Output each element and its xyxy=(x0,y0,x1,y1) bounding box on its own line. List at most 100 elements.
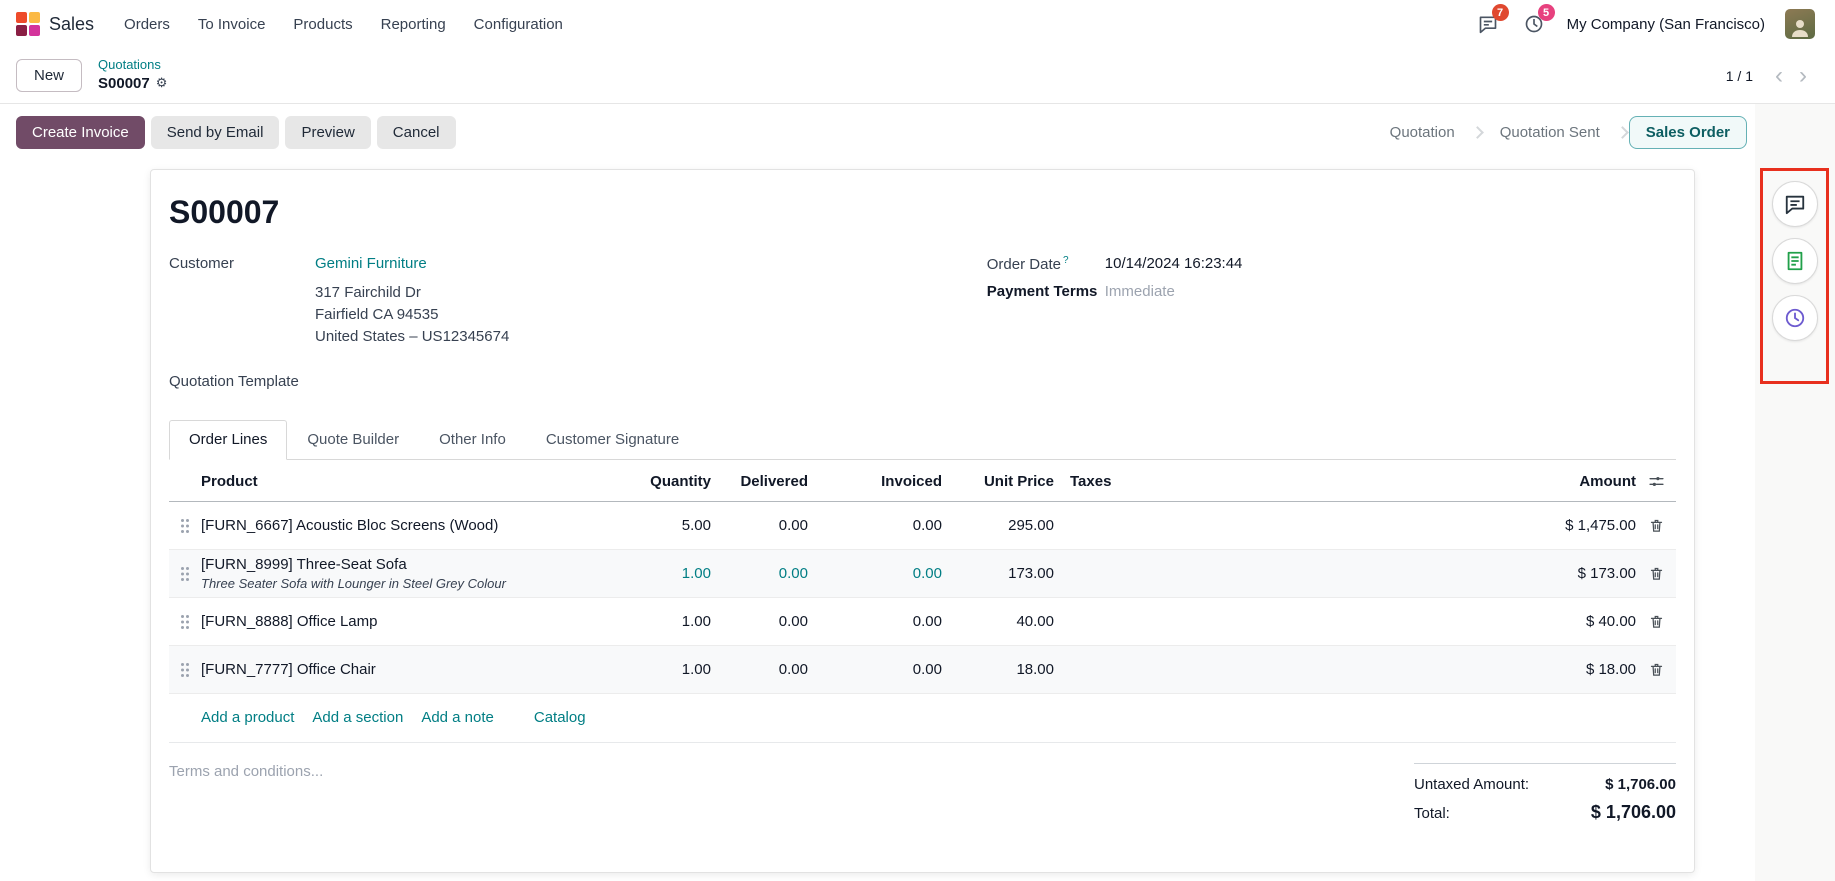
odoo-logo-icon[interactable] xyxy=(16,12,40,36)
add-note-link[interactable]: Add a note xyxy=(421,709,494,727)
delete-row-icon[interactable] xyxy=(1636,566,1676,581)
menu-to-invoice[interactable]: To Invoice xyxy=(197,15,266,33)
table-row[interactable]: [FURN_6667] Acoustic Bloc Screens (Wood)… xyxy=(169,502,1676,551)
invoiced-cell[interactable]: 0.00 xyxy=(912,661,942,679)
log-note-icon[interactable] xyxy=(1771,238,1818,284)
header-product[interactable]: Product xyxy=(201,473,258,491)
tab-other-info[interactable]: Other Info xyxy=(439,431,506,449)
payment-terms-label: Payment Terms xyxy=(986,283,1098,300)
activities-icon[interactable]: 5 xyxy=(1521,4,1555,37)
order-date-value[interactable]: 10/14/2024 16:23:44 xyxy=(1104,255,1243,272)
header-delivered[interactable]: Delivered xyxy=(740,473,808,491)
user-avatar[interactable] xyxy=(1785,9,1815,39)
record-pager: 1 / 1 ‹ › xyxy=(1726,63,1815,88)
drag-handle-icon[interactable] xyxy=(169,662,201,678)
payment-terms-value[interactable]: Immediate xyxy=(1104,283,1175,300)
quantity-cell[interactable]: 1.00 xyxy=(681,613,711,631)
customer-address: 317 Fairchild Dr Fairfield CA 94535 Unit… xyxy=(315,284,510,345)
amount-cell: $ 173.00 xyxy=(1577,565,1636,583)
pager-prev-icon[interactable]: ‹ xyxy=(1767,63,1791,88)
terms-and-conditions-input[interactable]: Terms and conditions... xyxy=(169,763,324,781)
breadcrumb: Quotations S00007 ⚙ xyxy=(98,57,167,93)
activities-clock-icon[interactable] xyxy=(1771,295,1818,341)
delivered-cell[interactable]: 0.00 xyxy=(778,517,808,535)
unit-price-cell[interactable]: 173.00 xyxy=(1008,565,1054,583)
menu-reporting[interactable]: Reporting xyxy=(380,15,446,33)
new-button[interactable]: New xyxy=(16,59,83,92)
control-panel: New Quotations S00007 ⚙ 1 / 1 ‹ › xyxy=(0,48,1835,104)
activities-badge: 5 xyxy=(1537,4,1555,21)
untaxed-amount-value: $ 1,706.00 xyxy=(1605,776,1676,794)
order-form-sheet: S00007 Customer Gemini Furniture 317 Fai… xyxy=(150,169,1695,874)
quantity-cell[interactable]: 1.00 xyxy=(681,661,711,679)
totals-block: Untaxed Amount: $ 1,706.00 Total: $ 1,70… xyxy=(1414,763,1676,832)
pager-next-icon[interactable]: › xyxy=(1791,63,1815,88)
status-sales-order[interactable]: Sales Order xyxy=(1628,116,1747,149)
invoiced-cell[interactable]: 0.00 xyxy=(912,517,942,535)
total-value: $ 1,706.00 xyxy=(1590,802,1676,823)
product-cell[interactable]: [FURN_7777] Office Chair xyxy=(201,661,376,679)
delete-row-icon[interactable] xyxy=(1636,662,1676,677)
add-product-link[interactable]: Add a product xyxy=(201,709,295,727)
menu-orders[interactable]: Orders xyxy=(124,15,170,33)
menu-products[interactable]: Products xyxy=(293,15,353,33)
quotation-template-field[interactable]: Quotation Template xyxy=(169,373,299,391)
header-invoiced[interactable]: Invoiced xyxy=(881,473,942,491)
delivered-cell[interactable]: 0.00 xyxy=(778,661,808,679)
status-separator-icon xyxy=(1470,126,1484,139)
preview-button[interactable]: Preview xyxy=(285,116,371,149)
unit-price-cell[interactable]: 18.00 xyxy=(1016,661,1054,679)
messages-icon[interactable]: 7 xyxy=(1475,4,1509,37)
tab-customer-signature[interactable]: Customer Signature xyxy=(545,431,680,449)
header-amount[interactable]: Amount xyxy=(1579,473,1636,491)
product-cell[interactable]: [FURN_8888] Office Lamp xyxy=(201,613,378,631)
amount-cell: $ 40.00 xyxy=(1585,613,1636,631)
unit-price-cell[interactable]: 40.00 xyxy=(1016,613,1054,631)
status-separator-icon xyxy=(1615,126,1629,139)
actions-gear-icon[interactable]: ⚙ xyxy=(155,75,168,91)
company-switcher[interactable]: My Company (San Francisco) xyxy=(1566,15,1765,33)
menu-configuration[interactable]: Configuration xyxy=(473,15,563,33)
table-row[interactable]: [FURN_8888] Office Lamp 1.00 0.00 0.00 4… xyxy=(169,598,1676,647)
order-title: S00007 xyxy=(169,194,280,230)
unit-price-cell[interactable]: 295.00 xyxy=(1008,517,1054,535)
invoiced-cell[interactable]: 0.00 xyxy=(912,565,942,583)
drag-handle-icon[interactable] xyxy=(169,566,201,582)
quantity-cell[interactable]: 5.00 xyxy=(681,517,711,535)
send-message-icon[interactable] xyxy=(1771,181,1818,227)
optional-columns-icon[interactable] xyxy=(1636,473,1676,490)
cancel-button[interactable]: Cancel xyxy=(376,116,456,149)
tab-order-lines[interactable]: Order Lines xyxy=(169,420,288,461)
status-quotation-sent[interactable]: Quotation Sent xyxy=(1499,124,1600,141)
delivered-cell[interactable]: 0.00 xyxy=(778,613,808,631)
quantity-cell[interactable]: 1.00 xyxy=(681,565,711,583)
product-cell[interactable]: [FURN_6667] Acoustic Bloc Screens (Wood) xyxy=(201,517,499,535)
drag-handle-icon[interactable] xyxy=(169,518,201,534)
invoiced-cell[interactable]: 0.00 xyxy=(912,613,942,631)
send-by-email-button[interactable]: Send by Email xyxy=(150,116,280,149)
catalog-link[interactable]: Catalog xyxy=(533,709,586,727)
create-invoice-button[interactable]: Create Invoice xyxy=(16,116,145,149)
product-cell[interactable]: [FURN_8999] Three-Seat Sofa Three Seater… xyxy=(201,556,601,591)
add-section-link[interactable]: Add a section xyxy=(312,709,404,727)
tab-quote-builder[interactable]: Quote Builder xyxy=(307,431,400,449)
customer-link[interactable]: Gemini Furniture xyxy=(315,255,427,272)
total-label: Total: xyxy=(1414,805,1450,823)
annotation-highlight xyxy=(1760,168,1829,384)
customer-label: Customer xyxy=(169,255,235,272)
breadcrumb-quotations[interactable]: Quotations xyxy=(98,57,161,73)
header-unit-price[interactable]: Unit Price xyxy=(983,473,1054,491)
drag-handle-icon[interactable] xyxy=(169,614,201,630)
header-quantity[interactable]: Quantity xyxy=(650,473,711,491)
status-quotation[interactable]: Quotation xyxy=(1389,124,1455,141)
action-bar: Create Invoice Send by Email Preview Can… xyxy=(0,104,1755,163)
delete-row-icon[interactable] xyxy=(1636,518,1676,533)
app-name[interactable]: Sales xyxy=(49,13,95,34)
header-taxes[interactable]: Taxes xyxy=(1070,473,1112,491)
delivered-cell[interactable]: 0.00 xyxy=(778,565,808,583)
delete-row-icon[interactable] xyxy=(1636,614,1676,629)
table-row[interactable]: [FURN_8999] Three-Seat Sofa Three Seater… xyxy=(169,550,1676,599)
messages-badge: 7 xyxy=(1491,4,1509,21)
table-row[interactable]: [FURN_7777] Office Chair 1.00 0.00 0.00 … xyxy=(169,646,1676,695)
status-bar: Quotation Quotation Sent Sales Order xyxy=(1374,116,1747,149)
